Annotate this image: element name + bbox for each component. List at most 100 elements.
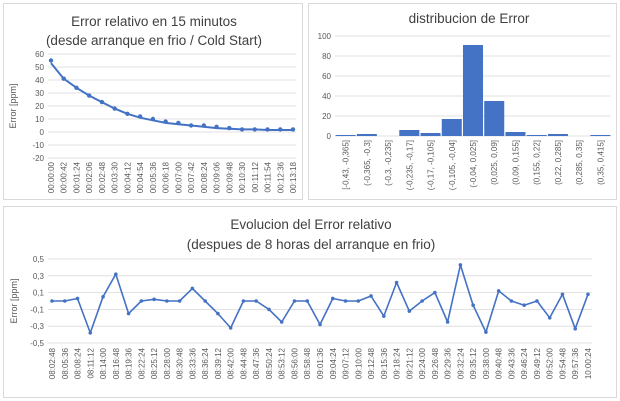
histogram-bar (590, 135, 611, 136)
cold-start-chart-panel: Error relativo en 15 minutos (desde arran… (3, 3, 303, 200)
data-point (75, 296, 80, 301)
chart-title: Error relativo en 15 minutos (71, 14, 237, 29)
y-tick-label: 0,1 (33, 289, 45, 298)
x-tick-label: 08:02:48 (48, 347, 57, 379)
x-tick-label: 00:09:48 (225, 161, 234, 193)
data-point (177, 299, 182, 303)
x-tick-label: 08:33:36 (188, 347, 197, 379)
data-point (150, 116, 156, 122)
data-point (330, 296, 335, 301)
data-point (152, 297, 156, 302)
y-tick-label: 30 (35, 89, 44, 98)
data-point (165, 299, 169, 303)
x-tick-label: (-0,04, 0,025] (469, 140, 478, 188)
data-point (216, 311, 220, 316)
x-tick-label: (0,22, 0,285] (554, 140, 563, 185)
histogram-bar (420, 133, 441, 136)
chart-title: Evolucion del Error relativo (230, 217, 391, 232)
after-8h-chart: Evolucion del Error relativo (despues de … (9, 217, 593, 379)
histogram-chart: distribucion de Error 0 20 40 60 80 100 [-0,43,… (318, 11, 611, 190)
x-tick-label: (0,025, 0,09] (490, 140, 499, 185)
y-tick-label: 50 (35, 63, 44, 72)
x-tick-label: 00:02:48 (98, 161, 107, 193)
y-axis-label: Error [ppm] (8, 83, 18, 128)
x-tick-label: (-0,365, -0,3] (363, 140, 372, 186)
y-tick-label: 10 (35, 115, 44, 124)
x-tick-label: 00:11:12 (251, 161, 260, 192)
y-tick-label: -20 (32, 154, 44, 163)
histogram-bar (505, 132, 526, 136)
x-tick-label: 09:15:36 (380, 347, 389, 379)
histogram-bar (399, 130, 420, 136)
chart-subtitle: (desde arranque en frio / Cold Start) (46, 33, 262, 48)
x-tick-label: 00:04:54 (136, 161, 145, 193)
data-point (420, 299, 424, 303)
data-point (99, 99, 105, 105)
y-tick-label: 100 (318, 32, 332, 41)
x-tick-label: 09:07:12 (342, 347, 351, 379)
data-point (547, 316, 552, 320)
data-point (305, 299, 310, 303)
data-point (112, 106, 117, 111)
x-tick-label: 09:38:00 (482, 347, 491, 379)
x-tick-label: 09:21:12 (405, 347, 414, 379)
data-point (522, 303, 526, 307)
y-tick-label: -0,3 (30, 322, 44, 331)
x-tick-label: 00:03:30 (111, 161, 120, 193)
x-tick-label: 00:13:18 (289, 161, 298, 193)
x-tick-label: 00:01:24 (72, 161, 81, 193)
x-tick-label: 00:02:06 (85, 161, 94, 193)
x-tick-label: 00:07:42 (187, 161, 196, 193)
x-tick-label: 00:08:24 (200, 161, 209, 193)
data-point (101, 295, 105, 299)
data-point (252, 127, 257, 132)
chart-subtitle: (despues de 8 horas del arranque en frio… (187, 237, 435, 252)
data-point (369, 294, 373, 298)
data-point (126, 311, 131, 316)
x-tick-label: 00:04:12 (123, 161, 132, 193)
data-point (433, 290, 437, 295)
x-tick-label: (-0,105, -0,04] (448, 140, 457, 190)
data-point (74, 85, 79, 91)
data-point (343, 299, 348, 303)
y-axis-label: Error [ppm] (9, 278, 19, 323)
data-point (382, 314, 386, 318)
data-point (318, 322, 322, 327)
data-point (279, 320, 284, 324)
data-point (445, 320, 450, 324)
histogram-chart-panel: distribucion de Error 0 20 40 60 80 100 [-0,43,… (308, 3, 617, 200)
cold-start-chart: Error relativo en 15 minutos (desde arran… (8, 14, 298, 193)
data-point (227, 125, 232, 131)
x-tick-label: 09:01:36 (316, 347, 325, 379)
x-tick-label: 08:05:36 (61, 347, 70, 379)
x-tick-label: 09:52:00 (546, 347, 555, 379)
histogram-bar (484, 101, 505, 136)
y-tick-label: 60 (35, 50, 44, 59)
data-point (176, 120, 181, 126)
data-point (535, 299, 539, 303)
histogram-bar (526, 135, 547, 136)
chart-title: distribucion de Error (409, 11, 530, 26)
histogram-bar (441, 119, 462, 136)
data-point (163, 119, 168, 124)
x-tick-label: 09:35:12 (469, 347, 478, 379)
data-point (61, 76, 66, 81)
data-point (496, 289, 501, 293)
after-8h-chart-panel: Evolucion del Error relativo (despues de … (3, 206, 617, 398)
x-tick-label: (-0,3, -0,235] (384, 140, 393, 186)
x-tick-label: 09:29:36 (444, 347, 453, 379)
data-point (137, 114, 143, 119)
data-point (278, 127, 283, 132)
x-tick-label: (0,35, 0,415] (596, 140, 605, 185)
x-tick-label: (0,155, 0,22] (533, 140, 542, 185)
x-tick-label: 08:11:12 (86, 347, 95, 378)
x-tick-label: 08:44:48 (239, 347, 248, 379)
data-point (267, 307, 271, 312)
y-tick-label: 40 (35, 76, 44, 85)
data-point (586, 292, 590, 297)
histogram-bar (356, 134, 377, 136)
data-point (50, 299, 54, 303)
x-tick-label: 00:10:30 (238, 161, 247, 193)
x-tick-label: 08:19:36 (125, 347, 134, 379)
x-tick-label: 08:14:00 (99, 347, 108, 379)
